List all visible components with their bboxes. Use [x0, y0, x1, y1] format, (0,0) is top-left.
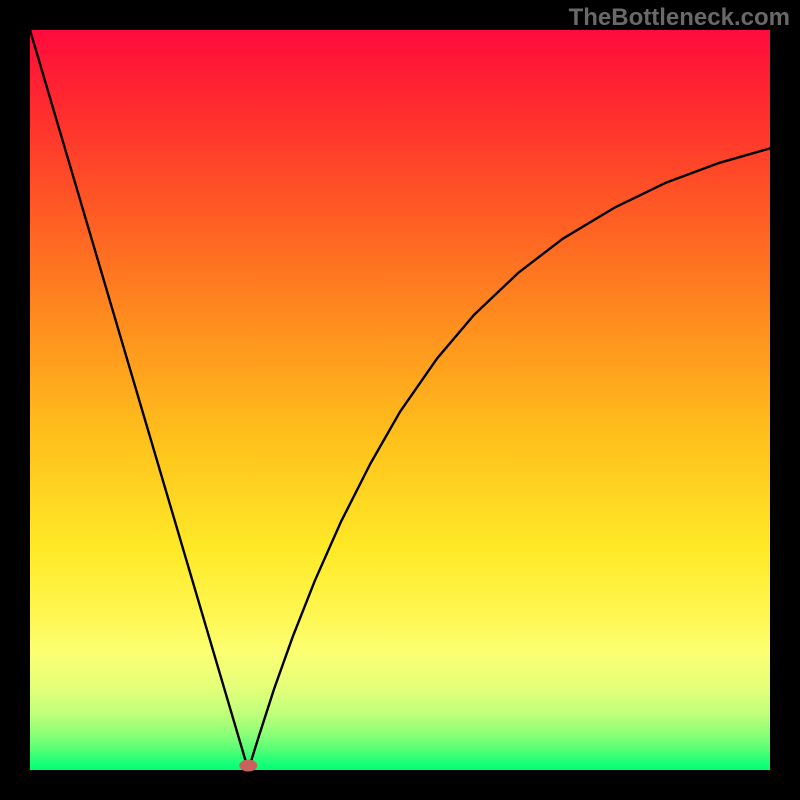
bottleneck-chart [0, 0, 800, 800]
watermark-text: TheBottleneck.com [569, 4, 790, 32]
plot-background [30, 30, 770, 770]
optimum-marker [239, 760, 257, 772]
chart-container: TheBottleneck.com [0, 0, 800, 800]
